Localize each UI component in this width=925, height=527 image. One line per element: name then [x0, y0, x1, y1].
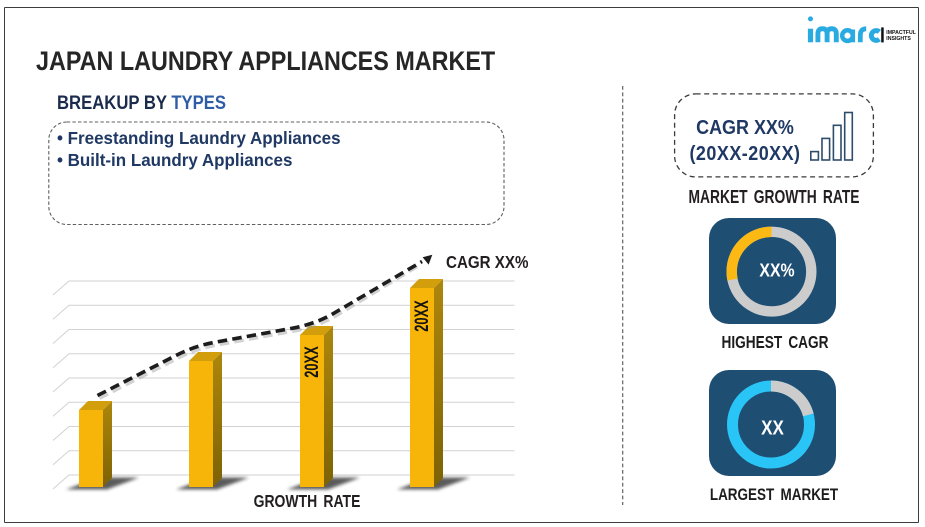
svg-text:20XX: 20XX: [302, 346, 323, 378]
svg-text:20XX: 20XX: [412, 300, 433, 332]
svg-text:XX%: XX%: [759, 260, 794, 280]
svg-text:CAGR XX%: CAGR XX%: [446, 252, 529, 272]
svg-text:IMPACTFUL: IMPACTFUL: [886, 30, 916, 36]
svg-text:INSIGHTS: INSIGHTS: [886, 36, 911, 42]
svg-text:XX: XX: [761, 416, 784, 439]
